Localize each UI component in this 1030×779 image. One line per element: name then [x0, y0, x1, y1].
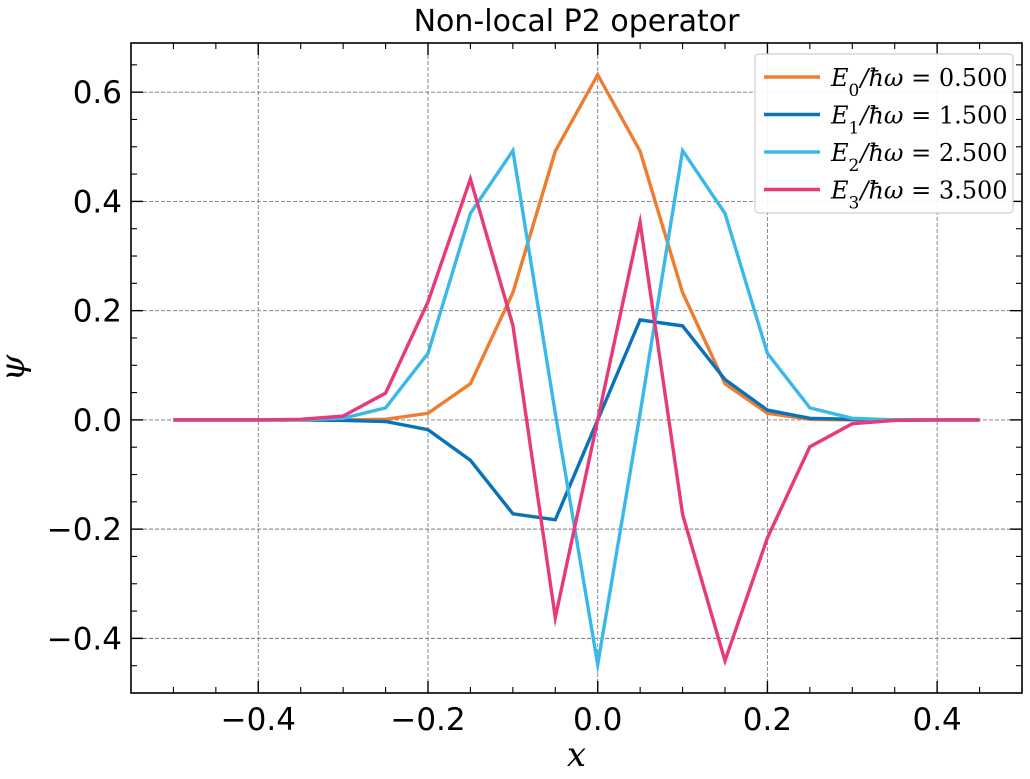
y-tick-label: −0.4: [47, 621, 122, 657]
x-axis-label: x: [567, 735, 586, 775]
legend-entry-E0: E0/ħω = 0.500: [830, 64, 1008, 101]
x-tick-label: −0.4: [221, 702, 296, 738]
legend-entry-E2: E2/ħω = 2.500: [830, 139, 1008, 176]
legend-entry-E1: E1/ħω = 1.500: [830, 102, 1008, 139]
plot-frame: [130, 42, 1023, 694]
y-tick-label: −0.2: [47, 512, 122, 548]
y-tick-label: 0.6: [73, 75, 122, 111]
series-line-E3: [173, 173, 980, 667]
axis-ticks: [131, 43, 1022, 693]
x-tick-label: −0.2: [390, 702, 465, 738]
chart-title: Non-local P2 operator: [414, 4, 740, 39]
y-tick-label: 0.0: [73, 403, 122, 439]
y-tick-label: 0.2: [73, 294, 122, 330]
series-line-E2: [173, 146, 980, 675]
tick-labels: −0.4 −0.2 0.0 0.2 0.4 −0.4 −0.2 0.0 0.2 0.4 0.6: [47, 75, 962, 738]
y-axis-label: ψ: [0, 354, 33, 381]
x-tick-label: 0.4: [912, 702, 961, 738]
y-tick-label: 0.4: [73, 184, 122, 220]
legend-entry-E3: E3/ħω = 3.500: [830, 177, 1008, 214]
x-tick-label: 0.2: [743, 702, 792, 738]
x-tick-label: 0.0: [573, 702, 622, 738]
data-series: [173, 71, 980, 675]
legend-box: [754, 53, 1014, 214]
